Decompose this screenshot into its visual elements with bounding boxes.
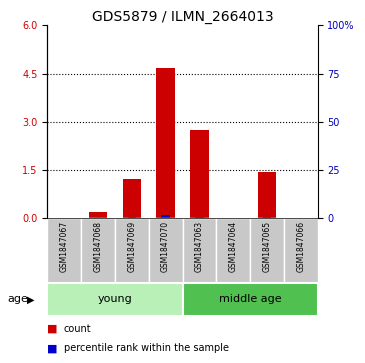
Bar (149, 218, 182, 283)
Bar (190, 130, 209, 218)
Text: GSM1847064: GSM1847064 (228, 221, 238, 272)
Bar (216, 218, 250, 283)
Bar (123, 179, 141, 218)
Text: GSM1847063: GSM1847063 (195, 221, 204, 272)
Bar (161, 215, 170, 218)
Bar (250, 218, 284, 283)
Text: GSM1847066: GSM1847066 (296, 221, 305, 272)
Bar (81, 218, 115, 283)
Text: ■: ■ (47, 343, 58, 354)
Text: middle age: middle age (219, 294, 281, 305)
Bar (47, 218, 81, 283)
Text: GSM1847070: GSM1847070 (161, 221, 170, 272)
Text: young: young (97, 294, 132, 305)
Text: age: age (7, 294, 28, 305)
Text: GSM1847065: GSM1847065 (262, 221, 272, 272)
Text: ▶: ▶ (27, 294, 35, 305)
Bar (128, 217, 136, 218)
Title: GDS5879 / ILMN_2664013: GDS5879 / ILMN_2664013 (92, 11, 273, 24)
Text: percentile rank within the sample: percentile rank within the sample (64, 343, 229, 354)
Text: count: count (64, 323, 92, 334)
Text: ■: ■ (47, 323, 58, 334)
Bar (182, 218, 216, 283)
Bar (182, 283, 318, 316)
Bar (284, 218, 318, 283)
Bar (195, 217, 204, 218)
Bar (156, 68, 175, 218)
Bar (115, 218, 149, 283)
Bar (258, 172, 276, 218)
Bar (89, 212, 107, 218)
Text: GSM1847068: GSM1847068 (93, 221, 103, 272)
Text: GSM1847067: GSM1847067 (60, 221, 69, 272)
Bar (47, 283, 182, 316)
Bar (263, 217, 271, 218)
Text: GSM1847069: GSM1847069 (127, 221, 137, 272)
